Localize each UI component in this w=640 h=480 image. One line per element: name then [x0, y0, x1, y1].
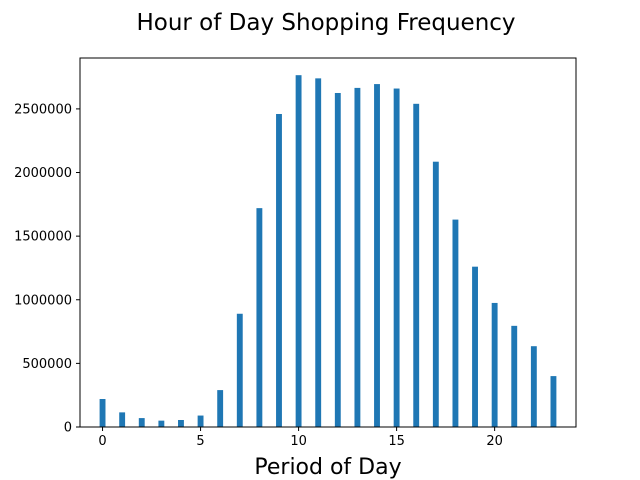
bar-hour-11 — [315, 78, 322, 428]
x-tick-label: 15 — [388, 434, 405, 449]
bar-hour-16 — [413, 103, 420, 427]
x-axis: 0 5 10 15 20 — [98, 427, 503, 449]
y-axis: 0 500000 1000000 1500000 2000000 2500000 — [14, 102, 80, 436]
y-tick-label: 500000 — [22, 357, 72, 372]
bar-hour-5 — [197, 415, 204, 427]
bar-hour-3 — [158, 420, 165, 427]
bar-hour-6 — [217, 390, 224, 427]
bar-hour-22 — [530, 346, 537, 427]
y-tick-label: 2000000 — [14, 166, 72, 181]
bar-hour-8 — [256, 208, 263, 427]
bar-hour-20 — [491, 302, 498, 427]
bar-hour-21 — [511, 325, 518, 427]
x-axis-label: Period of Day — [254, 455, 401, 480]
bar-hour-1 — [119, 412, 126, 427]
chart-title: Hour of Day Shopping Frequency — [136, 10, 515, 36]
bar-hour-10 — [295, 75, 302, 428]
bar-hour-9 — [276, 113, 282, 428]
bar-hour-7 — [236, 313, 243, 427]
bar-hour-12 — [334, 92, 341, 428]
bar-hour-13 — [354, 87, 361, 428]
bar-hour-17 — [432, 161, 439, 427]
bar-hour-14 — [374, 84, 380, 427]
x-tick-label: 0 — [98, 434, 106, 449]
bar-hour-15 — [393, 88, 400, 427]
plot-frame — [79, 57, 577, 428]
y-tick-label: 0 — [64, 421, 72, 436]
bar-hour-2 — [138, 418, 145, 427]
bar-hour-0 — [99, 399, 106, 427]
x-tick-label: 20 — [486, 434, 503, 449]
bar-hour-4 — [178, 420, 184, 427]
y-tick-label: 2500000 — [14, 102, 72, 117]
x-tick-label: 5 — [196, 434, 204, 449]
bar-hour-18 — [452, 219, 459, 427]
bars-group — [99, 75, 557, 428]
y-tick-label: 1000000 — [14, 293, 72, 308]
y-tick-label: 1500000 — [14, 230, 72, 245]
bar-hour-19 — [472, 266, 478, 427]
bar-hour-23 — [550, 376, 557, 427]
x-tick-label: 10 — [290, 434, 307, 449]
